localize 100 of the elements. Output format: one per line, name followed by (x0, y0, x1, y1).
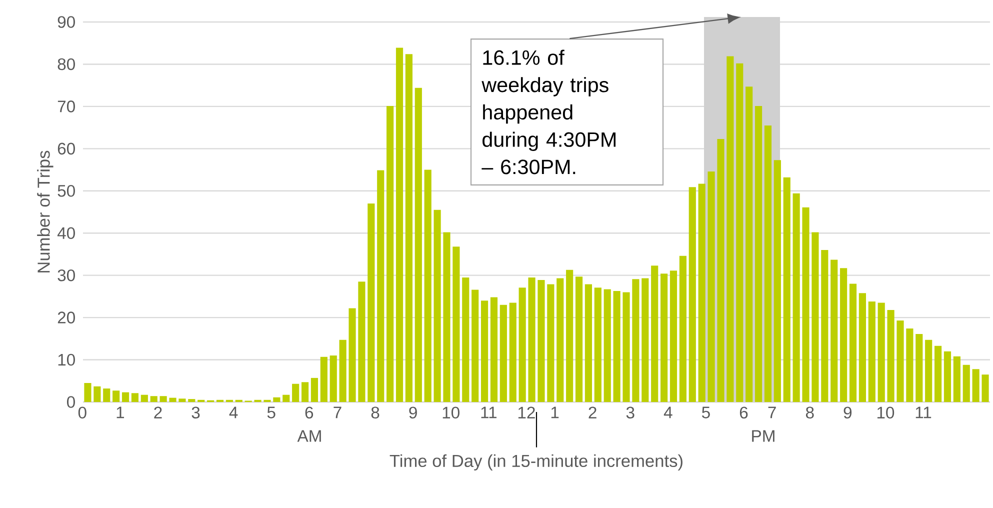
bar (878, 302, 885, 402)
x-tick-label: 3 (192, 406, 200, 419)
text: AM (297, 430, 321, 442)
bar (887, 310, 894, 402)
bar (896, 320, 904, 402)
bar (368, 204, 375, 402)
bar (944, 351, 952, 402)
bar (746, 86, 753, 402)
bar (953, 356, 960, 402)
bar (575, 276, 583, 402)
x-tick-label: 11 (916, 406, 932, 418)
bar (330, 356, 337, 402)
bar (754, 106, 762, 402)
bar (604, 289, 611, 402)
x-tick-label: 4 (664, 406, 672, 418)
bar (774, 160, 781, 402)
bar (736, 63, 744, 402)
bar (916, 334, 923, 402)
bar (301, 382, 309, 402)
y-tick-label: 20 (58, 312, 75, 324)
bar (802, 207, 810, 402)
bar (490, 297, 498, 402)
bar (698, 184, 706, 402)
x-tick-label: 3 (626, 406, 634, 419)
x-tick-label: 6 (305, 406, 314, 419)
x-tick-label: 10 (442, 406, 460, 419)
bar (528, 277, 536, 402)
y-tick-label: 0 (67, 396, 75, 408)
bar (792, 193, 800, 402)
x-tick-label: 0 (78, 406, 86, 419)
bar (538, 280, 545, 402)
bar (509, 302, 516, 402)
bar (131, 393, 139, 402)
bar (462, 277, 470, 402)
y-tick-label: 60 (58, 142, 75, 155)
x-tick-label: 8 (371, 406, 380, 419)
bar (84, 383, 92, 402)
bar (140, 394, 148, 402)
bar (642, 278, 649, 402)
bar (292, 384, 300, 402)
bar (830, 260, 838, 402)
bar (160, 396, 167, 402)
bar (518, 288, 526, 402)
bar (282, 394, 290, 402)
bar (660, 274, 668, 402)
bar (188, 399, 196, 402)
y-tick-label: 70 (58, 100, 75, 112)
y-axis-title: Number of Trips (37, 150, 54, 272)
x-tick-label: 1 (551, 406, 559, 418)
bar (424, 170, 432, 402)
y-tick-label: 50 (58, 185, 75, 197)
bar (434, 210, 441, 402)
bar (178, 398, 186, 402)
bar (812, 232, 819, 402)
bar (112, 390, 120, 402)
bar (480, 300, 488, 402)
bar (982, 374, 989, 402)
bar (150, 396, 158, 402)
bar (584, 284, 592, 402)
x-tick-label: 4 (229, 406, 238, 418)
bar (849, 284, 857, 402)
bar (934, 346, 942, 402)
bar (103, 388, 110, 402)
bar (906, 328, 914, 402)
x-tick-label: 9 (844, 406, 852, 419)
bar (670, 270, 678, 402)
x-tick-label: 7 (768, 406, 776, 418)
x-tick-label: 2 (154, 406, 162, 418)
bar (377, 170, 384, 402)
x-tick-label: 8 (806, 406, 814, 419)
bar (405, 54, 412, 402)
bar (310, 378, 318, 402)
bar (622, 292, 630, 402)
bar (396, 48, 404, 402)
bar (348, 308, 356, 402)
x-tick-label: 7 (334, 406, 342, 418)
bar (925, 340, 932, 402)
bar (821, 250, 828, 402)
bar (651, 266, 658, 402)
y-tick-label: 30 (58, 269, 75, 282)
bar (679, 256, 686, 402)
bar (717, 138, 724, 402)
x-tick-label: 2 (588, 406, 596, 418)
y-tick-label: 90 (58, 16, 75, 28)
text: PM (752, 430, 774, 442)
bar (122, 392, 130, 402)
bar (566, 270, 574, 402)
bar (273, 397, 280, 402)
x-tick-label: 12 (518, 406, 535, 418)
x-tick-label: 5 (267, 406, 276, 418)
bar (414, 88, 422, 402)
bar (632, 279, 640, 402)
bar (339, 340, 346, 402)
y-tick-label: 10 (58, 354, 75, 366)
bar (708, 171, 715, 402)
bar (358, 282, 366, 402)
bar (783, 177, 790, 402)
bar (688, 187, 696, 402)
bar (594, 288, 602, 402)
bar (613, 290, 620, 402)
